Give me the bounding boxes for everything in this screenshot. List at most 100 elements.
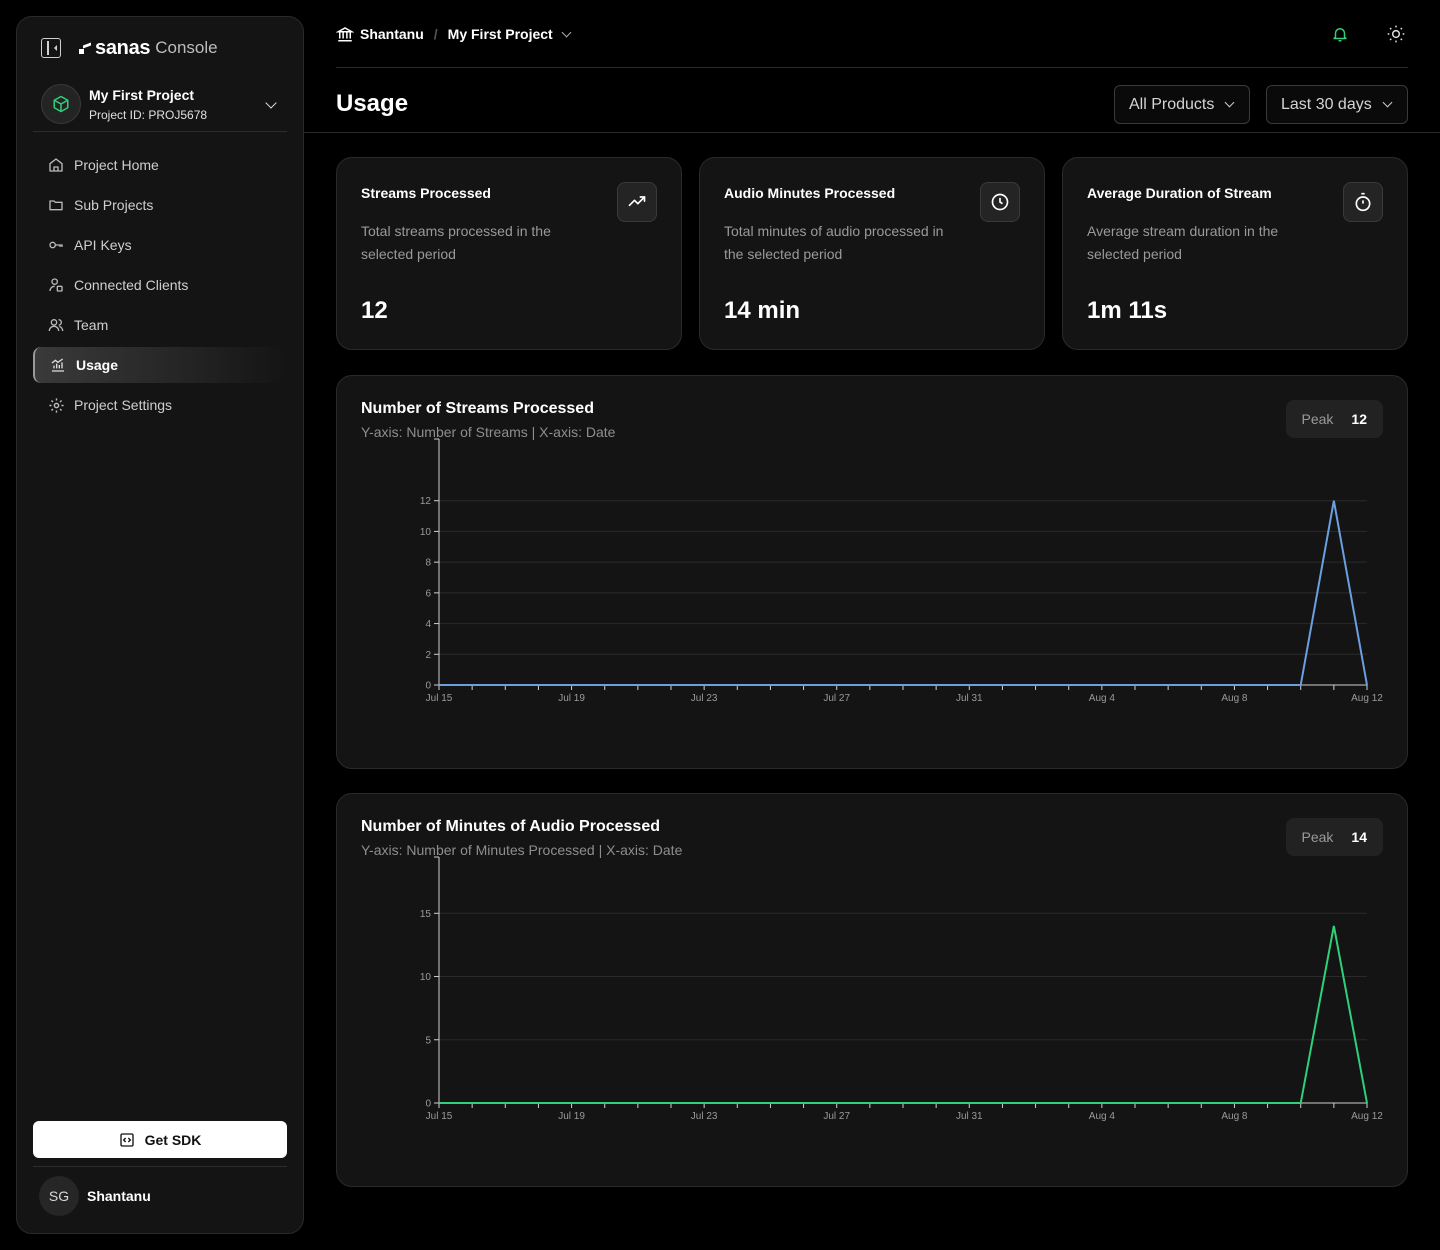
sidebar-item-team[interactable]: Team bbox=[33, 307, 287, 343]
x-tick-label: Jul 15 bbox=[426, 693, 453, 704]
y-tick-label: 8 bbox=[425, 558, 431, 569]
stat-title: Audio Minutes Processed bbox=[724, 185, 896, 201]
breadcrumb: Shantanu / My First Project bbox=[336, 25, 572, 43]
stat-title: Streams Processed bbox=[361, 185, 491, 201]
divider bbox=[304, 132, 1440, 133]
breadcrumb-org[interactable]: Shantanu bbox=[360, 26, 424, 42]
y-tick-label: 0 bbox=[425, 681, 431, 692]
sidebar-item-connected-clients[interactable]: Connected Clients bbox=[33, 267, 287, 303]
chart-card-streams: Number of Streams Processed Y-axis: Numb… bbox=[336, 375, 1408, 769]
chevron-down-icon[interactable] bbox=[561, 27, 572, 37]
team-icon bbox=[47, 316, 65, 334]
user-menu[interactable]: SG Shantanu bbox=[39, 1176, 151, 1216]
project-switcher[interactable]: My First Project Project ID: PROJ5678 bbox=[33, 73, 287, 135]
stat-description: Total streams processed in the selected … bbox=[361, 223, 551, 262]
product-select-value: All Products bbox=[1129, 95, 1215, 113]
y-tick-label: 6 bbox=[425, 588, 431, 599]
x-tick-label: Jul 27 bbox=[823, 1111, 850, 1122]
x-tick-label: Jul 23 bbox=[691, 693, 718, 704]
sidebar-item-label: Sub Projects bbox=[74, 197, 154, 213]
bell-icon[interactable] bbox=[1328, 22, 1352, 46]
period-select-value: Last 30 days bbox=[1281, 95, 1372, 113]
chevron-down-icon bbox=[1224, 97, 1235, 108]
x-tick-label: Aug 8 bbox=[1221, 693, 1248, 704]
sidebar-item-label: Team bbox=[74, 317, 109, 333]
sidebar-item-api-keys[interactable]: API Keys bbox=[33, 227, 287, 263]
x-tick-label: Aug 4 bbox=[1089, 693, 1116, 704]
period-select[interactable]: Last 30 days bbox=[1266, 85, 1408, 124]
folder-icon bbox=[47, 196, 65, 214]
stat-value: 12 bbox=[361, 297, 388, 324]
logo-suffix: Console bbox=[155, 38, 218, 57]
page-title: Usage bbox=[336, 90, 409, 117]
sidebar-item-label: Project Settings bbox=[74, 397, 173, 413]
sun-icon[interactable] bbox=[1384, 22, 1408, 46]
stat-title: Average Duration of Stream bbox=[1087, 185, 1272, 201]
project-avatar bbox=[41, 84, 81, 124]
product-select[interactable]: All Products bbox=[1114, 85, 1250, 124]
sidebar-item-label: API Keys bbox=[74, 237, 132, 253]
y-tick-label: 0 bbox=[425, 1099, 431, 1110]
get-sdk-button[interactable]: Get SDK bbox=[33, 1121, 287, 1158]
breadcrumb-project[interactable]: My First Project bbox=[447, 26, 553, 42]
y-tick-label: 5 bbox=[425, 1035, 431, 1046]
x-tick-label: Aug 12 bbox=[1351, 1111, 1383, 1122]
series-line bbox=[439, 500, 1368, 686]
peak-badge: Peak 12 bbox=[1285, 400, 1383, 438]
divider bbox=[336, 67, 1408, 68]
gear-icon bbox=[47, 396, 65, 414]
x-tick-label: Aug 12 bbox=[1351, 693, 1383, 704]
x-tick-label: Aug 4 bbox=[1089, 1111, 1116, 1122]
code-icon bbox=[119, 1132, 135, 1148]
sidebar-item-project-home[interactable]: Project Home bbox=[33, 147, 287, 183]
home-icon bbox=[47, 156, 65, 174]
sidebar-item-label: Connected Clients bbox=[74, 277, 189, 293]
divider bbox=[33, 131, 287, 132]
logo-text: sanas bbox=[95, 36, 151, 59]
chart-subtitle: Y-axis: Number of Streams | X-axis: Date bbox=[361, 424, 616, 440]
y-tick-label: 4 bbox=[425, 619, 431, 630]
bank-icon bbox=[336, 25, 354, 43]
peak-value: 14 bbox=[1351, 829, 1367, 845]
chart-title: Number of Minutes of Audio Processed bbox=[361, 818, 660, 835]
chevron-down-icon bbox=[265, 97, 277, 109]
streams-line-chart: 0 2 4 6 8 10 12 Jul 15 Jul 19 Jul 23 Jul 27 Jul 31 A… bbox=[420, 438, 1383, 704]
x-tick-label: Jul 31 bbox=[956, 1111, 983, 1122]
peak-label: Peak bbox=[1301, 829, 1334, 845]
trend-icon bbox=[617, 182, 657, 222]
breadcrumb-separator: / bbox=[433, 26, 438, 42]
project-name: My First Project bbox=[89, 86, 195, 103]
stat-card-average-duration: Average Duration of Stream Average strea… bbox=[1062, 157, 1408, 350]
y-tick-label: 10 bbox=[420, 527, 432, 538]
sidebar-item-project-settings[interactable]: Project Settings bbox=[33, 387, 287, 423]
sidebar-item-usage[interactable]: Usage bbox=[33, 347, 287, 383]
clients-icon bbox=[47, 276, 65, 294]
x-tick-label: Jul 19 bbox=[558, 693, 585, 704]
peak-label: Peak bbox=[1301, 411, 1334, 427]
sidebar-item-label: Usage bbox=[76, 357, 119, 373]
clock-icon bbox=[980, 182, 1020, 222]
stat-description: Total minutes of audio processed in the … bbox=[724, 223, 944, 262]
key-icon bbox=[47, 236, 65, 254]
y-tick-label: 12 bbox=[420, 496, 432, 507]
peak-badge: Peak 14 bbox=[1285, 818, 1383, 856]
user-name: Shantanu bbox=[87, 1188, 151, 1204]
x-tick-label: Jul 15 bbox=[426, 1111, 453, 1122]
stat-value: 14 min bbox=[724, 297, 801, 324]
sidebar-item-label: Project Home bbox=[74, 157, 159, 173]
chart-subtitle: Y-axis: Number of Minutes Processed | X-… bbox=[361, 842, 683, 858]
minutes-line-chart: 0 5 10 15 Jul 15 Jul 19 Jul 23 Jul 27 Jul 31 Aug … bbox=[420, 856, 1383, 1122]
usage-icon bbox=[49, 356, 67, 374]
sidebar-item-sub-projects[interactable]: Sub Projects bbox=[33, 187, 287, 223]
sidebar: sanas Console My First Project Project I… bbox=[16, 16, 304, 1234]
stat-description: Average stream duration in the selected … bbox=[1087, 223, 1279, 262]
stopwatch-icon bbox=[1343, 182, 1383, 222]
series-line bbox=[439, 925, 1368, 1104]
sidebar-toggle-icon[interactable] bbox=[41, 38, 61, 58]
y-tick-label: 10 bbox=[420, 972, 432, 983]
stat-value: 1m 11s bbox=[1087, 297, 1168, 324]
divider bbox=[33, 1166, 287, 1167]
x-tick-label: Aug 8 bbox=[1221, 1111, 1248, 1122]
chevron-down-icon bbox=[1382, 97, 1393, 108]
top-bar: Shantanu / My First Project bbox=[336, 18, 1408, 50]
